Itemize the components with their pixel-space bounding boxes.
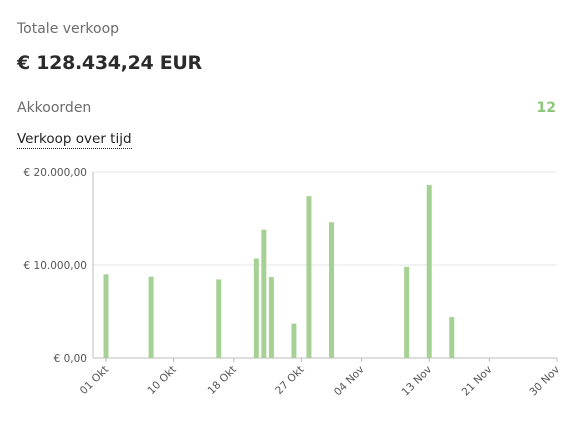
sales-bar-chart: € 0,00 € 10.000,00 € 20.000,00 01 Okt 10 Okt… bbox=[24, 167, 563, 399]
bar bbox=[268, 277, 274, 358]
y-tick-label: € 0,00 bbox=[54, 353, 87, 365]
bar bbox=[404, 266, 410, 358]
x-tick-label: 27 Okt bbox=[273, 364, 306, 397]
total-sales-label: Totale verkoop bbox=[17, 21, 120, 37]
x-tick-label: 18 Okt bbox=[206, 364, 239, 397]
y-tick-label: € 20.000,00 bbox=[24, 167, 87, 179]
sales-over-time-link[interactable]: Verkoop over tijd bbox=[17, 131, 132, 149]
x-tick-label: 10 Okt bbox=[145, 364, 178, 397]
x-tick-label: 04 Nov bbox=[332, 364, 367, 399]
bar bbox=[253, 258, 259, 358]
total-sales-value: € 128.434,24 EUR bbox=[17, 52, 202, 74]
x-tick-label: 01 Okt bbox=[78, 364, 111, 397]
bar bbox=[426, 185, 432, 358]
bar bbox=[261, 229, 267, 358]
deals-label: Akkoorden bbox=[17, 100, 92, 116]
bar bbox=[306, 196, 312, 358]
deals-count: 12 bbox=[536, 100, 556, 116]
bar bbox=[103, 274, 109, 358]
x-tick-label: 30 Nov bbox=[527, 364, 562, 399]
bar bbox=[449, 317, 455, 358]
y-tick-label: € 10.000,00 bbox=[24, 260, 87, 272]
x-tick-label: 13 Nov bbox=[400, 364, 435, 399]
bar bbox=[216, 279, 222, 358]
bar bbox=[148, 276, 154, 358]
x-tick-label: 21 Nov bbox=[460, 364, 495, 399]
bar bbox=[329, 222, 334, 358]
bar bbox=[291, 323, 297, 358]
